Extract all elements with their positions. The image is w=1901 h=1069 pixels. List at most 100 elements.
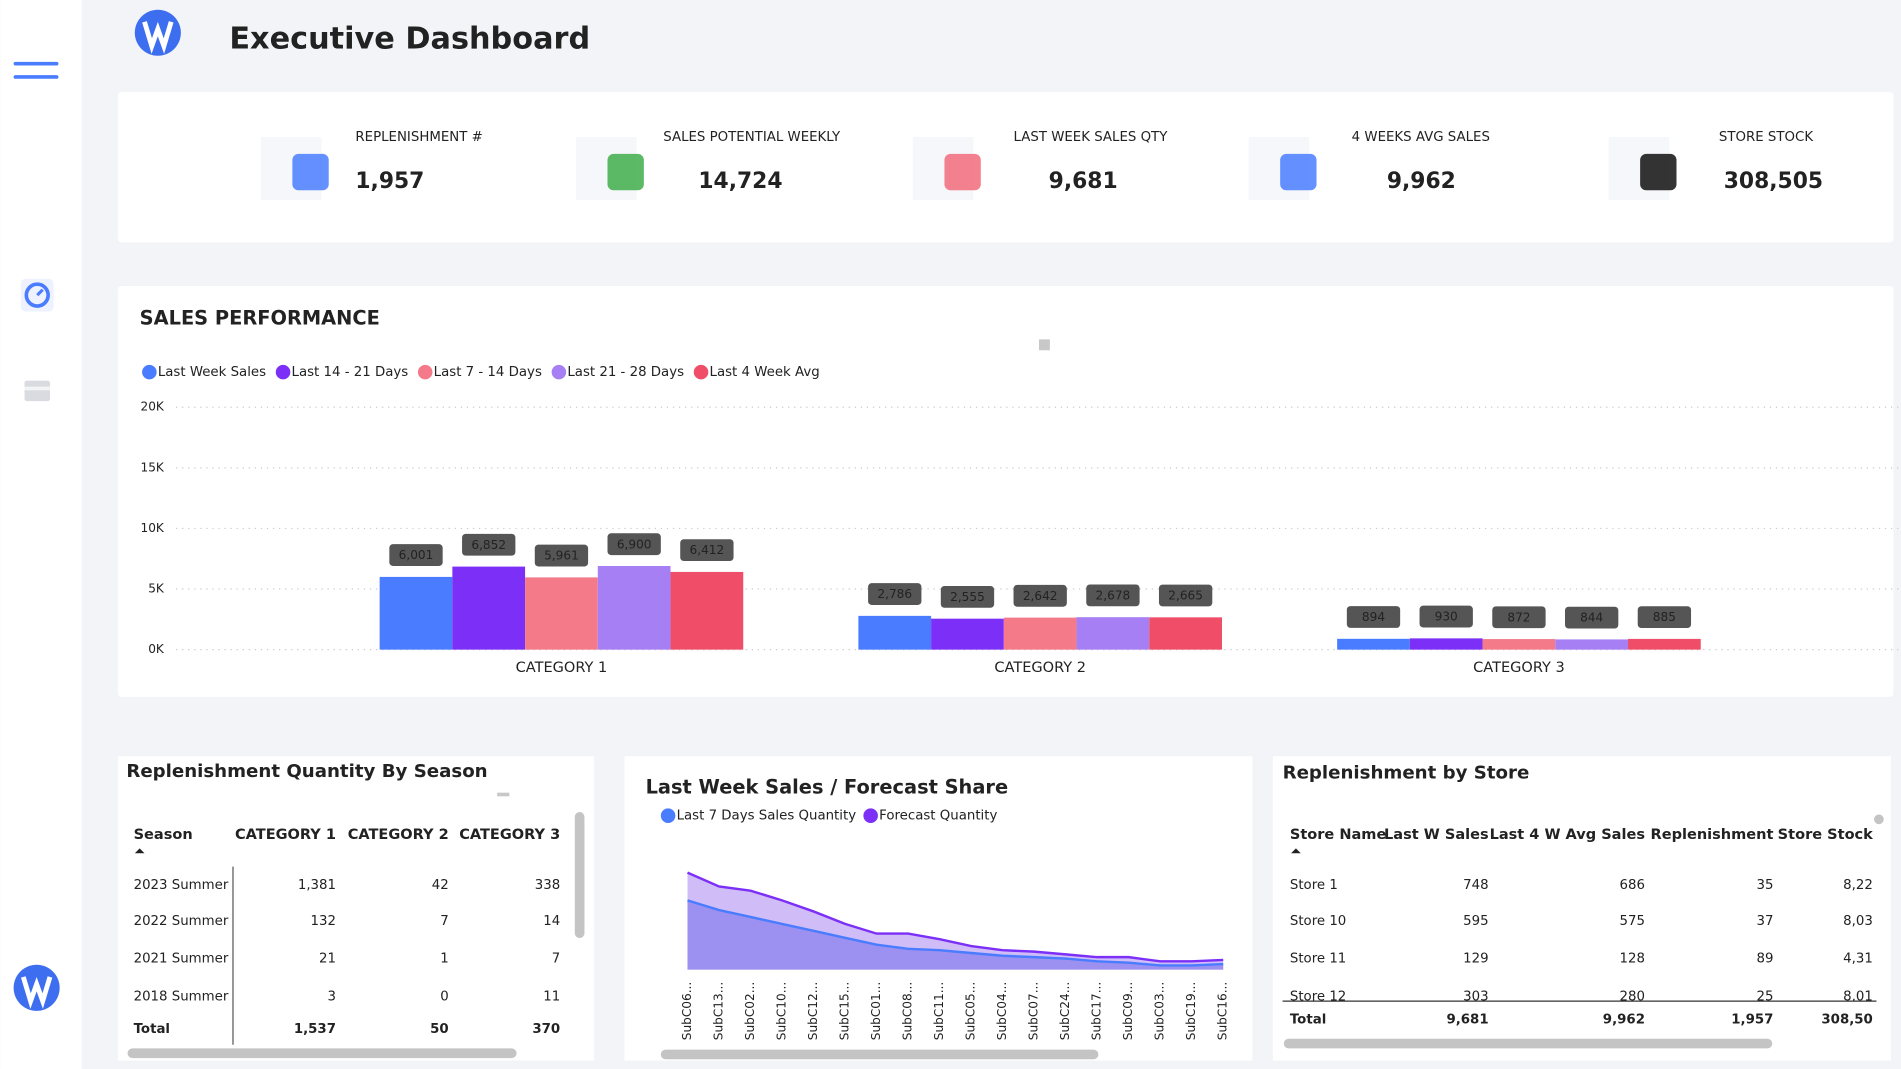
value-label-bg <box>534 544 589 567</box>
table-cell: 4,31 <box>1843 952 1873 967</box>
value-label: 894 <box>1362 610 1385 624</box>
total-cell: 1,957 <box>1731 1012 1773 1027</box>
column-header: Last W Sales <box>1384 827 1489 843</box>
x-tick-label: SubC16... <box>1216 982 1230 1040</box>
value-label-bg <box>1346 606 1401 628</box>
table-cell: 7 <box>552 952 560 967</box>
column-header: Store Stock <box>1778 827 1873 843</box>
table-cell: 2018 Summer <box>134 989 229 1004</box>
y-tick-label: 15K <box>141 460 165 474</box>
column-header: Store Name <box>1290 827 1387 843</box>
bar <box>1003 617 1077 650</box>
kpi-icon <box>944 153 981 191</box>
focus-handle[interactable] <box>1038 339 1050 351</box>
bar <box>1628 638 1701 650</box>
scrollbar[interactable] <box>574 812 585 939</box>
value-label-bg <box>1492 606 1546 629</box>
legend-marker <box>551 364 567 380</box>
table-cell: 8,22 <box>1843 878 1873 893</box>
scrollbar[interactable] <box>660 1049 1099 1060</box>
table-cell: 0 <box>440 989 448 1004</box>
value-label: 2,665 <box>1168 589 1203 603</box>
legend-label: Last 7 Days Sales Quantity <box>677 809 857 824</box>
value-label: 872 <box>1507 610 1530 624</box>
sidebar-logo <box>13 964 60 1011</box>
store-rows: Store 1 748 686 35 8,22 Store 10 595 575 37 8,03 S… <box>1290 878 1873 1004</box>
kpi-label: LAST WEEK SALES QTY <box>1014 130 1169 145</box>
total-cell: Total <box>134 1022 170 1037</box>
x-tick-label: SubC02... <box>743 982 757 1040</box>
value-label: 6,412 <box>690 543 725 557</box>
kpi-label: REPLENISHMENT # <box>355 130 482 145</box>
focus-handle[interactable] <box>497 792 510 797</box>
column-header: CATEGORY 3 <box>459 827 560 843</box>
x-tick-label: SubC08... <box>901 982 915 1040</box>
bar <box>379 576 453 650</box>
kpi-value: 14,724 <box>698 169 782 194</box>
nav-dashboard[interactable] <box>20 278 54 312</box>
table-title: Replenishment by Store <box>1283 762 1530 783</box>
bar <box>1555 639 1629 650</box>
kpi-value: 308,505 <box>1724 169 1823 194</box>
sort-indicator <box>134 848 145 854</box>
table-cell: Store 1 <box>1290 878 1338 893</box>
kpi-icon <box>1280 153 1317 191</box>
x-tick-label: SubC06... <box>680 982 694 1040</box>
column-header: Season <box>134 827 193 843</box>
sidebar <box>0 0 82 1069</box>
x-tick-label: SubC13... <box>712 982 726 1040</box>
page-title: Executive Dashboard <box>229 21 590 56</box>
x-tick-label: SubC19... <box>1184 982 1198 1040</box>
total-cell: Total <box>1290 1012 1326 1027</box>
value-label: 2,642 <box>1023 589 1058 603</box>
kpi-value: 9,681 <box>1049 169 1118 194</box>
column-header: Replenishment <box>1651 827 1774 843</box>
bar <box>1149 617 1222 650</box>
table-cell: 1 <box>440 952 448 967</box>
legend-marker <box>660 808 676 823</box>
kpi-icon <box>1640 153 1677 191</box>
kpi-value: 9,962 <box>1387 169 1456 194</box>
bar <box>1409 638 1483 650</box>
value-label-bg <box>680 539 734 562</box>
table-cell: 595 <box>1463 914 1488 929</box>
table-cell: 303 <box>1463 989 1488 1004</box>
x-tick-label: CATEGORY 1 <box>516 660 608 676</box>
table-cell: 14 <box>543 914 560 929</box>
nav-card[interactable] <box>24 380 50 402</box>
table-cell: 748 <box>1463 878 1488 893</box>
x-tick-label: CATEGORY 3 <box>1473 660 1565 676</box>
table-cell: 129 <box>1463 952 1488 967</box>
table-cell: Store 12 <box>1290 989 1346 1004</box>
table-cell: 37 <box>1756 914 1773 929</box>
kpi-label: STORE STOCK <box>1719 130 1814 145</box>
legend-marker <box>275 364 291 380</box>
bar <box>1482 639 1556 650</box>
y-tick-label: 0K <box>148 642 165 656</box>
value-label: 2,678 <box>1096 588 1131 602</box>
legend-label: Forecast Quantity <box>879 809 997 824</box>
sort-indicator <box>1291 848 1301 854</box>
value-label: 6,001 <box>399 548 434 562</box>
table-cell: Store 11 <box>1290 952 1346 967</box>
total-cell: 1,537 <box>294 1022 336 1037</box>
chart-title: SALES PERFORMANCE <box>140 306 380 329</box>
x-tick-label: CATEGORY 2 <box>994 660 1086 676</box>
bar <box>1076 617 1150 650</box>
scrollbar[interactable] <box>1283 1038 1773 1049</box>
table-cell: 1,381 <box>298 878 336 893</box>
value-label-bg <box>940 585 995 608</box>
bar <box>525 577 598 650</box>
menu-button[interactable] <box>13 61 59 79</box>
x-tick-label: SubC03... <box>1153 982 1167 1040</box>
scrollbar[interactable] <box>1874 814 1884 825</box>
column-header: CATEGORY 1 <box>235 827 336 843</box>
total-cell: 9,681 <box>1446 1012 1488 1027</box>
legend-label: Last 21 - 28 Days <box>567 365 684 380</box>
kpi-card <box>117 92 1894 243</box>
scrollbar[interactable] <box>127 1048 517 1059</box>
x-tick-label: SubC01... <box>869 982 883 1040</box>
value-label: 885 <box>1653 610 1676 624</box>
